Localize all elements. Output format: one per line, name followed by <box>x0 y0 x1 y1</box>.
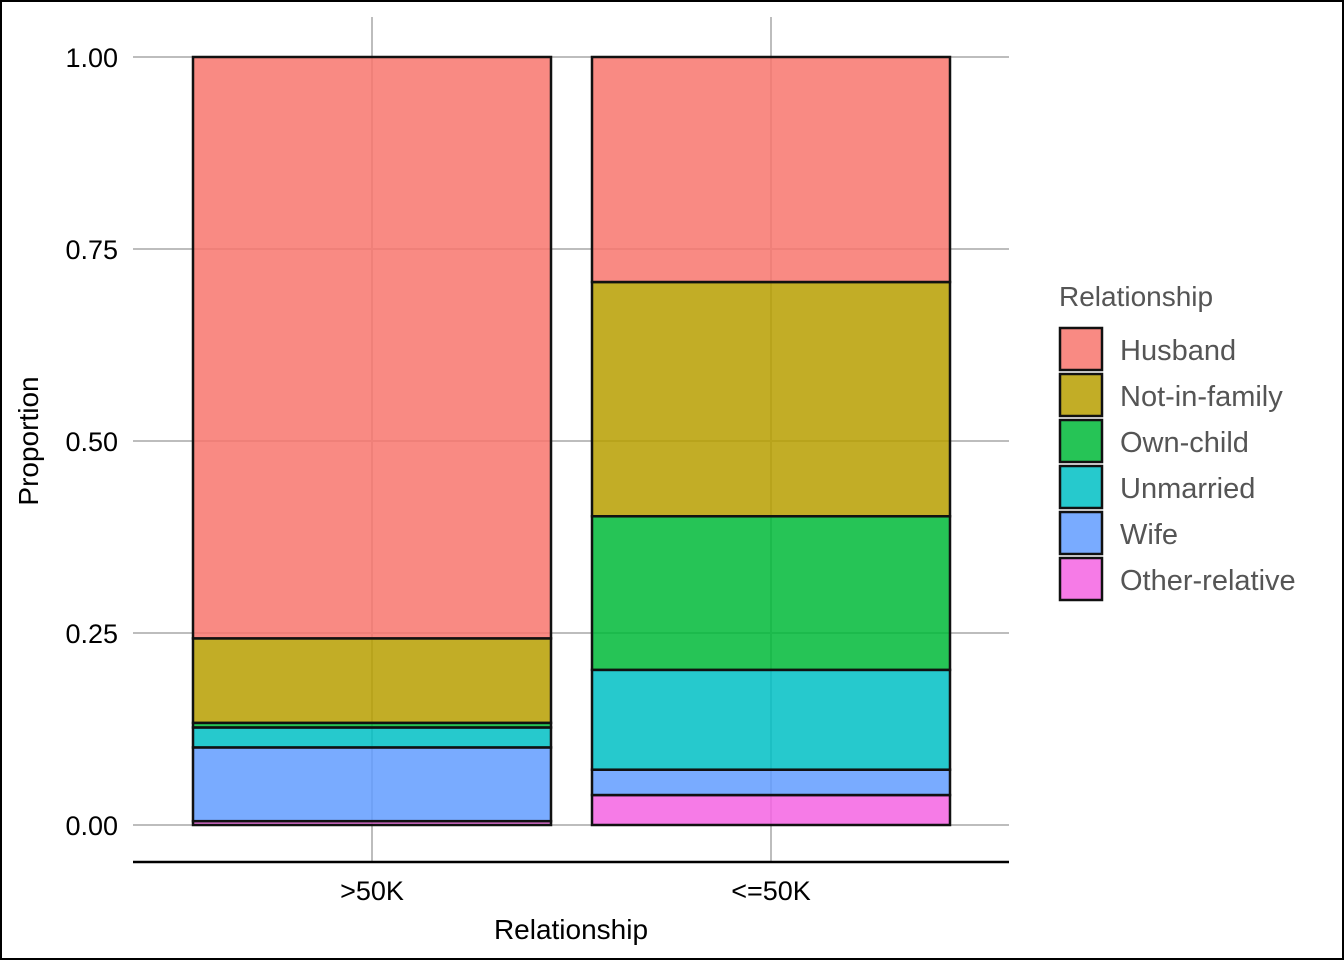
legend-label: Unmarried <box>1120 473 1255 505</box>
y-tick-label: 0.00 <box>65 811 118 841</box>
legend-label: Own-child <box>1120 427 1249 459</box>
legend-swatch <box>1058 418 1104 464</box>
bar-segment-other-relative <box>590 793 952 827</box>
x-tick-label: <=50K <box>731 876 811 906</box>
legend: Relationship Husband Not-in-family Own-chi… <box>1058 281 1296 602</box>
legend-swatch <box>1058 510 1104 556</box>
bar-segment-not-in-family <box>590 280 952 518</box>
legend-label: Not-in-family <box>1120 381 1283 413</box>
bar-segment-own-child <box>590 515 952 672</box>
bar-segment-husband <box>590 55 952 284</box>
y-axis-title: Proportion <box>13 376 44 505</box>
bar-segment-wife <box>590 768 952 797</box>
y-tick-label: 1.00 <box>65 43 118 73</box>
bar-segment-unmarried <box>590 668 952 771</box>
bars <box>191 55 952 827</box>
bar-segment-husband <box>191 55 553 640</box>
y-tick-label: 0.75 <box>65 235 118 265</box>
legend-title: Relationship <box>1059 281 1213 312</box>
bar-segment-wife <box>191 746 553 823</box>
y-tick-label: 0.25 <box>65 619 118 649</box>
x-axis-title: Relationship <box>494 914 648 945</box>
legend-swatch <box>1058 326 1104 372</box>
bar-segment-not-in-family <box>191 637 553 725</box>
legend-swatch <box>1058 464 1104 510</box>
legend-swatch <box>1058 556 1104 602</box>
axes: 0.00 0.25 0.50 0.75 1.00 >50K <=50K <box>65 43 1009 906</box>
x-tick-label: >50K <box>340 876 404 906</box>
legend-label: Wife <box>1120 519 1178 551</box>
legend-swatch <box>1058 372 1104 418</box>
y-tick-label: 0.50 <box>65 427 118 457</box>
legend-label: Husband <box>1120 335 1236 367</box>
bar-segment-unmarried <box>191 726 553 749</box>
legend-label: Other-relative <box>1120 565 1296 597</box>
